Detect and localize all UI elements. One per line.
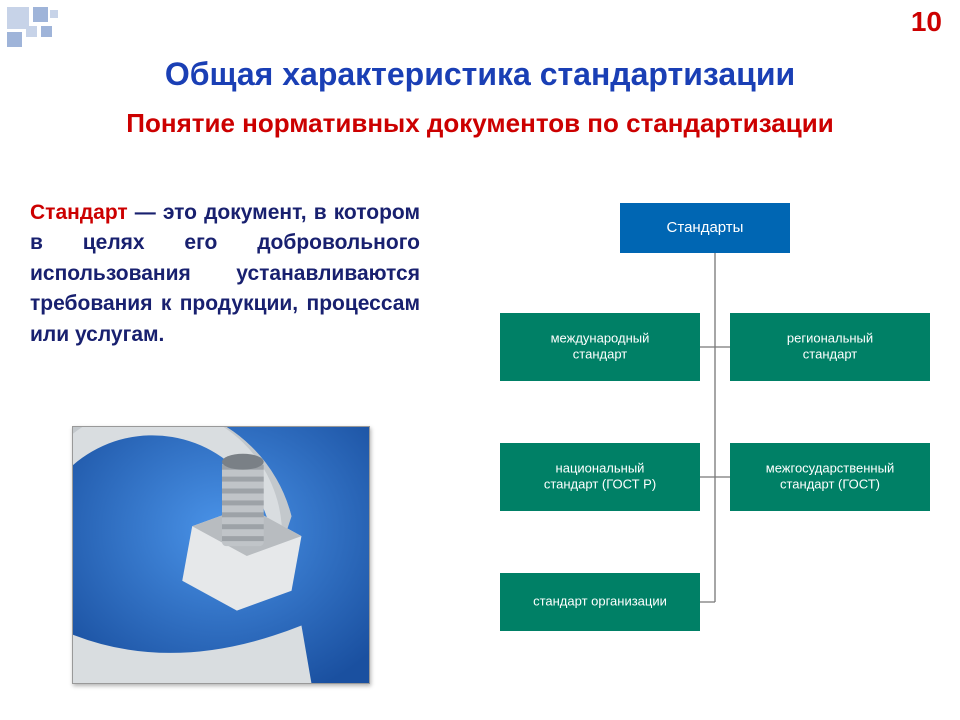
page-subtitle: Понятие нормативных документов по станда…: [0, 108, 960, 139]
page-number: 10: [911, 6, 942, 38]
svg-text:межгосударственный: межгосударственный: [766, 460, 894, 475]
definition-paragraph: Стандарт — это документ, в котором в цел…: [30, 198, 420, 350]
corner-squares: [0, 0, 120, 48]
chart-node: стандарт организации: [500, 573, 700, 631]
svg-text:Стандарты: Стандарты: [667, 219, 744, 236]
svg-text:стандарт: стандарт: [803, 347, 857, 362]
svg-text:международный: международный: [551, 330, 650, 345]
svg-text:национальный: национальный: [556, 460, 645, 475]
definition-term: Стандарт: [30, 201, 128, 224]
chart-node: межгосударственный стандарт (ГОСТ): [730, 443, 930, 511]
svg-text:стандарт (ГОСТ): стандарт (ГОСТ): [780, 477, 880, 492]
svg-text:стандарт организации: стандарт организации: [533, 593, 667, 608]
chart-node: международный стандарт: [500, 313, 700, 381]
svg-text:стандарт: стандарт: [573, 347, 627, 362]
chart-node: Стандарты: [620, 203, 790, 253]
chart-node: национальный стандарт (ГОСТ Р): [500, 443, 700, 511]
svg-text:стандарт (ГОСТ Р): стандарт (ГОСТ Р): [544, 477, 656, 492]
page-title: Общая характеристика стандартизации: [0, 56, 960, 93]
org-chart: Стандартымеждународныйстандартрегиональн…: [470, 188, 940, 668]
chart-node: региональный стандарт: [730, 313, 930, 381]
wrench-photo: [72, 426, 370, 684]
svg-text:региональный: региональный: [787, 330, 873, 345]
